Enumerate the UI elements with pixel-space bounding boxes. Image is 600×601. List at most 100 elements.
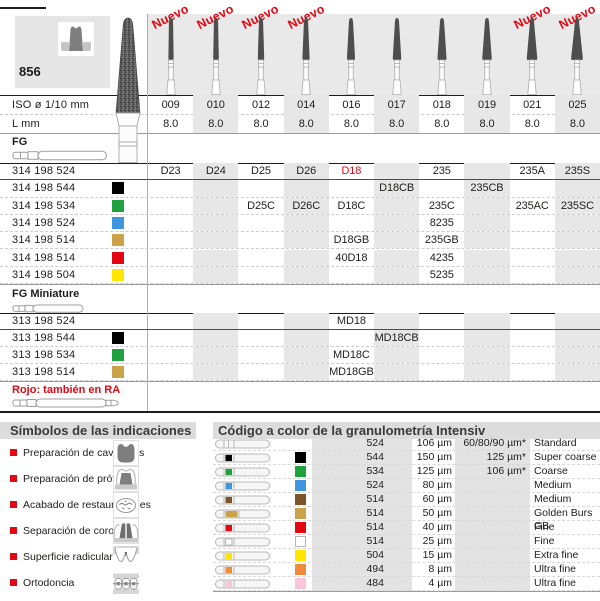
- bullet-icon: [10, 552, 17, 560]
- fg-row: 314 198 534 D25C D26C D18C 235C 235AC 235SC: [0, 197, 600, 215]
- bur-column: [388, 16, 406, 100]
- catalog-cell: [283, 330, 329, 346]
- fgm-code: 313 198 524: [12, 315, 76, 327]
- catalog-cell: [374, 313, 420, 329]
- bur-illustration: [211, 18, 221, 95]
- fg-code: 314 198 544: [12, 182, 76, 195]
- catalog-cell: [148, 232, 193, 248]
- fg-row: 314 198 504 5235: [0, 266, 600, 285]
- catalog-cell: 235AC: [515, 199, 549, 212]
- catalog-cell: [193, 249, 239, 266]
- indication-label: Separación de coronas: [23, 524, 131, 537]
- value-cell: 016: [342, 98, 361, 111]
- grit-alt-size: 106 µm*: [486, 465, 526, 477]
- indication-item: Preparación de prótesis: [0, 465, 205, 492]
- catalog-cell: [554, 180, 600, 197]
- value-cell: 017: [374, 95, 420, 114]
- catalog-cell: [283, 347, 329, 363]
- grit-row: 514 50 µm Golden Burs GB: [213, 507, 600, 532]
- catalog-cell: [283, 180, 329, 197]
- grit-name: Standard: [534, 437, 577, 449]
- bur-illustration: [165, 18, 176, 95]
- fg-shank-icon: [12, 149, 108, 167]
- catalog-cell: D23: [160, 165, 181, 178]
- grit-name: Coarse: [534, 465, 568, 477]
- fg-code: 314 198 524: [12, 217, 76, 230]
- grit-size: 80 µm: [422, 479, 452, 491]
- grit-code: 524: [366, 437, 384, 449]
- bur-column: [252, 16, 270, 100]
- grit-row: 544 150 µm 125 µm* Super coarse: [213, 451, 600, 465]
- catalog-cell: [419, 180, 464, 196]
- prosthesis-preparation-icon: [113, 465, 139, 497]
- grit-color-swatch: [295, 564, 306, 575]
- catalog-cell: [464, 266, 510, 284]
- catalog-cell: [238, 215, 283, 231]
- catalog-cell: [464, 214, 510, 232]
- catalog-cell: [238, 347, 283, 363]
- grit-name: Medium: [534, 493, 572, 505]
- big-bur-illustration: [110, 16, 146, 168]
- catalog-cell: 235GB: [424, 234, 459, 247]
- fgm-row: 313 198 544 MD18CB: [0, 330, 600, 347]
- catalog-cell: D18C: [337, 199, 366, 212]
- fg-row: 314 198 524 8235: [0, 214, 600, 233]
- catalog-cell: [238, 313, 283, 329]
- bur-column: [297, 16, 315, 100]
- catalog-cell: [554, 330, 600, 346]
- value-cell: 8.0: [163, 117, 179, 130]
- catalog-cell: [374, 163, 420, 180]
- catalog-cell: MD18C: [332, 349, 370, 361]
- indication-item: Preparación de cavidades: [0, 440, 205, 466]
- catalog-cell: 235A: [519, 165, 545, 178]
- value-cell: 8.0: [374, 114, 420, 133]
- grit-alt-size: 60/80/90 µm*: [463, 437, 526, 449]
- value-cell: 021: [523, 98, 542, 111]
- catalog-cell: [193, 266, 239, 284]
- grit-color-swatch: [295, 466, 306, 477]
- catalog-cell: [193, 330, 239, 346]
- grit-row: 484 4 µm Ultra fine: [213, 577, 600, 591]
- figure-indication-icon: [57, 21, 95, 57]
- catalog-cell: [193, 232, 239, 249]
- catalog-cell: [193, 197, 239, 214]
- bur-grit-icon: [215, 537, 270, 550]
- catalog-cell: [374, 347, 420, 363]
- catalog-cell: [283, 266, 329, 284]
- catalog-cell: 235C: [428, 199, 455, 212]
- grit-color-swatch: [295, 522, 306, 533]
- catalog-cell: [148, 267, 193, 283]
- bur-grit-icon: [215, 439, 270, 452]
- catalog-cell: [374, 364, 420, 380]
- catalog-cell: [193, 347, 239, 363]
- catalog-cell: 235SC: [554, 197, 600, 214]
- indication-item: Ortodoncia: [0, 570, 205, 596]
- grit-name: Medium: [534, 479, 572, 491]
- grit-code: 504: [366, 549, 384, 561]
- bur-illustration: [437, 18, 447, 95]
- catalog-cell: [510, 232, 555, 248]
- value-cell: 8.0: [253, 117, 269, 130]
- catalog-cell: [238, 180, 283, 196]
- bur-illustration: [526, 18, 538, 95]
- bur-illustration: [391, 18, 402, 95]
- figure-box: 856: [15, 16, 110, 88]
- value-cell: 8.0: [524, 117, 540, 130]
- grit-row: 494 8 µm Ultra fine: [213, 563, 600, 577]
- grit-code: 514: [366, 493, 384, 505]
- crown-separation-icon: [113, 517, 139, 549]
- catalog-cell: [148, 250, 193, 266]
- catalog-cell: [148, 313, 193, 329]
- fg-code: 314 198 504: [12, 268, 76, 281]
- catalog-cell: [510, 347, 555, 363]
- catalog-cell: [238, 267, 283, 283]
- grit-name: Fine: [534, 535, 555, 547]
- catalog-cell: [510, 215, 555, 231]
- indication-item: Superficie radicular: [0, 544, 205, 570]
- value-cell: 8.0: [554, 114, 600, 133]
- catalog-cell: [510, 330, 555, 346]
- catalog-cell: [510, 250, 555, 266]
- value-cell: 018: [432, 98, 451, 111]
- grit-color-swatch: [112, 349, 124, 361]
